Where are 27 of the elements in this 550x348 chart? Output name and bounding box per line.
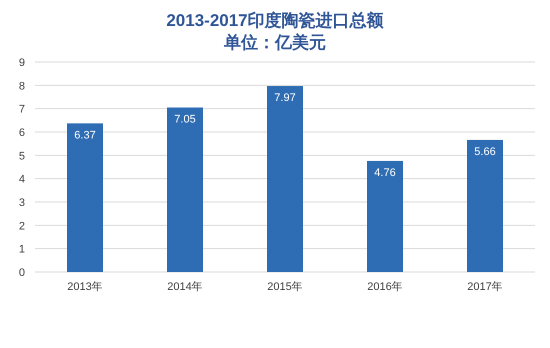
bar <box>67 123 103 272</box>
chart-subtitle: 单位：亿美元 <box>223 33 326 52</box>
bar <box>467 140 503 272</box>
y-tick-label: 9 <box>18 57 25 69</box>
data-label: 4.76 <box>374 166 396 179</box>
bar <box>267 86 303 272</box>
y-tick-label: 6 <box>18 127 25 139</box>
x-tick-label: 2014年 <box>167 281 203 293</box>
bar <box>167 108 203 272</box>
y-tick-label: 7 <box>18 104 25 116</box>
data-label: 5.66 <box>474 146 496 158</box>
y-tick-label: 5 <box>18 150 25 162</box>
y-tick-label: 1 <box>18 244 25 256</box>
bar <box>367 160 403 272</box>
data-label: 6.37 <box>74 129 96 142</box>
x-tick-label: 2015年 <box>267 281 303 293</box>
y-tick-label: 4 <box>18 174 25 186</box>
data-label: 7.97 <box>274 92 296 104</box>
chart-title: 2013-2017印度陶瓷进口总额 <box>166 11 385 30</box>
y-tick-label: 3 <box>18 197 25 209</box>
y-tick-label: 8 <box>18 80 25 92</box>
x-tick-label: 2016年 <box>367 281 403 293</box>
x-tick-label: 2017年 <box>467 281 503 293</box>
y-tick-label: 2 <box>18 220 25 232</box>
x-tick-label: 2013年 <box>67 281 103 293</box>
y-tick-label: 0 <box>18 267 25 279</box>
data-label: 7.05 <box>174 114 196 126</box>
